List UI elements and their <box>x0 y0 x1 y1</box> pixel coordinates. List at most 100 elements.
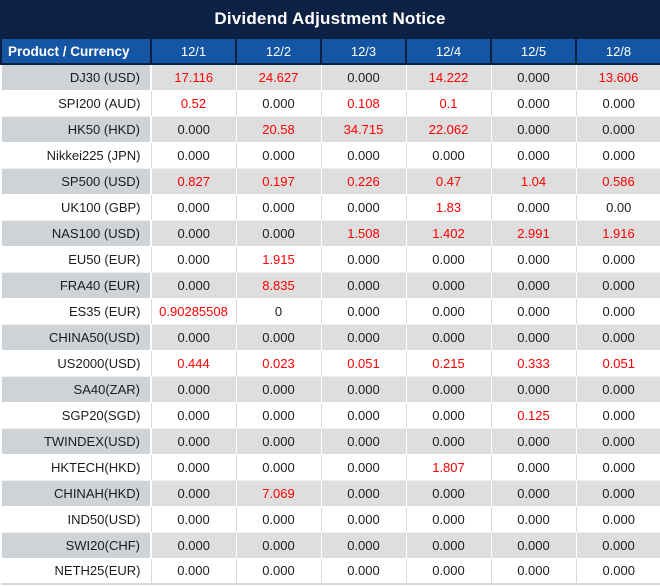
value-cell: 0.000 <box>575 531 660 559</box>
table-row: NAS100 (USD) 0.000 0.000 1.508 1.402 2.991 1.9… <box>0 219 660 247</box>
column-header-date: 12/1 <box>150 37 237 65</box>
value-cell: 0 <box>236 298 322 325</box>
value-cell: 0.000 <box>150 479 237 507</box>
value-cell: 0.000 <box>320 323 407 351</box>
value-cell: 0.000 <box>150 323 237 351</box>
table-row: ES35 (EUR) 0.90285508 0 0.000 0.000 0.000 0.00… <box>1 298 660 325</box>
table-row: HK50 (HKD) 0.000 20.58 34.715 22.062 0.000 0.0… <box>0 115 660 143</box>
table-row: EU50 (EUR) 0.000 1.915 0.000 0.000 0.000 0.000 <box>1 246 660 273</box>
value-cell: 0.000 <box>406 142 492 169</box>
table-row: SA40(ZAR) 0.000 0.000 0.000 0.000 0.000 0.000 <box>0 375 660 403</box>
value-cell: 0.52 <box>151 90 237 117</box>
table-row: US2000(USD) 0.444 0.023 0.051 0.215 0.333 0.05… <box>1 350 660 377</box>
product-cell: Nikkei225 (JPN) <box>1 142 152 169</box>
value-cell: 0.000 <box>236 142 322 169</box>
value-cell: 0.000 <box>490 427 577 455</box>
value-cell: 0.000 <box>235 375 322 403</box>
table-row: Nikkei225 (JPN) 0.000 0.000 0.000 0.000 0.000… <box>1 142 660 169</box>
table-row: SWI20(CHF) 0.000 0.000 0.000 0.000 0.000 0.000 <box>0 531 660 559</box>
value-cell: 0.000 <box>150 271 237 299</box>
product-cell: CHINA50(USD) <box>0 323 152 351</box>
value-cell: 17.116 <box>150 63 237 91</box>
table-row: HKTECH(HKD) 0.000 0.000 0.000 1.807 0.000 0.00… <box>1 454 660 481</box>
value-cell: 0.90285508 <box>151 298 237 325</box>
value-cell: 1.508 <box>320 219 407 247</box>
value-cell: 0.000 <box>321 454 407 481</box>
value-cell: 1.04 <box>490 167 577 195</box>
value-cell: 2.991 <box>490 219 577 247</box>
value-cell: 34.715 <box>320 115 407 143</box>
value-cell: 0.000 <box>490 531 577 559</box>
value-cell: 0.000 <box>235 427 322 455</box>
product-cell: HK50 (HKD) <box>0 115 152 143</box>
column-header-product: Product / Currency <box>0 37 152 65</box>
value-cell: 0.000 <box>151 506 237 533</box>
value-cell: 1.916 <box>575 219 660 247</box>
value-cell: 0.000 <box>236 506 322 533</box>
value-cell: 0.000 <box>490 115 577 143</box>
value-cell: 7.069 <box>235 479 322 507</box>
value-cell: 0.000 <box>491 246 577 273</box>
value-cell: 0.000 <box>235 323 322 351</box>
column-header-date: 12/3 <box>320 37 407 65</box>
title-bar: Dividend Adjustment Notice <box>0 0 660 37</box>
value-cell: 0.000 <box>405 427 492 455</box>
value-cell: 0.000 <box>576 142 660 169</box>
column-header-date: 12/2 <box>235 37 322 65</box>
product-cell: NAS100 (USD) <box>0 219 152 247</box>
product-cell: US2000(USD) <box>1 350 152 377</box>
value-cell: 0.000 <box>236 454 322 481</box>
value-cell: 0.000 <box>321 142 407 169</box>
value-cell: 0.000 <box>576 506 660 533</box>
value-cell: 0.000 <box>321 246 407 273</box>
value-cell: 0.586 <box>575 167 660 195</box>
table-row: DJ30 (USD) 17.116 24.627 0.000 14.222 0.000 13… <box>0 63 660 91</box>
product-cell: SPI200 (AUD) <box>1 90 152 117</box>
value-cell: 0.000 <box>575 375 660 403</box>
value-cell: 0.000 <box>405 531 492 559</box>
value-cell: 0.000 <box>491 194 577 221</box>
dividend-table: Product / Currency 12/1 12/2 12/3 12/4 1… <box>0 37 660 585</box>
table-row: TWINDEX(USD) 0.000 0.000 0.000 0.000 0.000 0.0… <box>0 427 660 455</box>
column-header-date: 12/4 <box>405 37 492 65</box>
value-cell: 0.051 <box>321 350 407 377</box>
value-cell: 0.000 <box>150 115 237 143</box>
value-cell: 0.000 <box>490 323 577 351</box>
value-cell: 0.000 <box>406 506 492 533</box>
product-cell: SP500 (USD) <box>0 167 152 195</box>
value-cell: 0.000 <box>576 298 660 325</box>
value-cell: 0.197 <box>235 167 322 195</box>
value-cell: 0.000 <box>575 271 660 299</box>
value-cell: 0.000 <box>405 271 492 299</box>
table-row: SPI200 (AUD) 0.52 0.000 0.108 0.1 0.000 0.000 <box>1 90 660 117</box>
value-cell: 0.000 <box>235 531 322 559</box>
table-row: IND50(USD) 0.000 0.000 0.000 0.000 0.000 0.000 <box>1 506 660 533</box>
value-cell: 0.000 <box>320 63 407 91</box>
table-row: SGP20(SGD) 0.000 0.000 0.000 0.000 0.125 0.000 <box>1 402 660 429</box>
table-body: DJ30 (USD) 17.116 24.627 0.000 14.222 0.000 13… <box>0 63 660 585</box>
value-cell: 0.000 <box>321 298 407 325</box>
value-cell: 0.000 <box>575 427 660 455</box>
value-cell: 0.000 <box>236 90 322 117</box>
value-cell: 0.000 <box>406 246 492 273</box>
value-cell: 0.000 <box>151 246 237 273</box>
value-cell: 0.000 <box>490 479 577 507</box>
value-cell: 1.807 <box>406 454 492 481</box>
value-cell: 0.000 <box>321 402 407 429</box>
value-cell: 0.000 <box>236 194 322 221</box>
value-cell: 0.000 <box>320 271 407 299</box>
value-cell: 0.000 <box>406 298 492 325</box>
product-cell: UK100 (GBP) <box>1 194 152 221</box>
value-cell: 0.47 <box>405 167 492 195</box>
value-cell: 0.000 <box>236 558 322 585</box>
value-cell: 0.000 <box>151 402 237 429</box>
value-cell: 0.125 <box>491 402 577 429</box>
product-cell: DJ30 (USD) <box>0 63 152 91</box>
value-cell: 0.333 <box>491 350 577 377</box>
value-cell: 0.000 <box>491 454 577 481</box>
value-cell: 1.402 <box>405 219 492 247</box>
value-cell: 0.215 <box>406 350 492 377</box>
value-cell: 0.000 <box>406 558 492 585</box>
value-cell: 0.000 <box>491 142 577 169</box>
value-cell: 0.000 <box>151 194 237 221</box>
